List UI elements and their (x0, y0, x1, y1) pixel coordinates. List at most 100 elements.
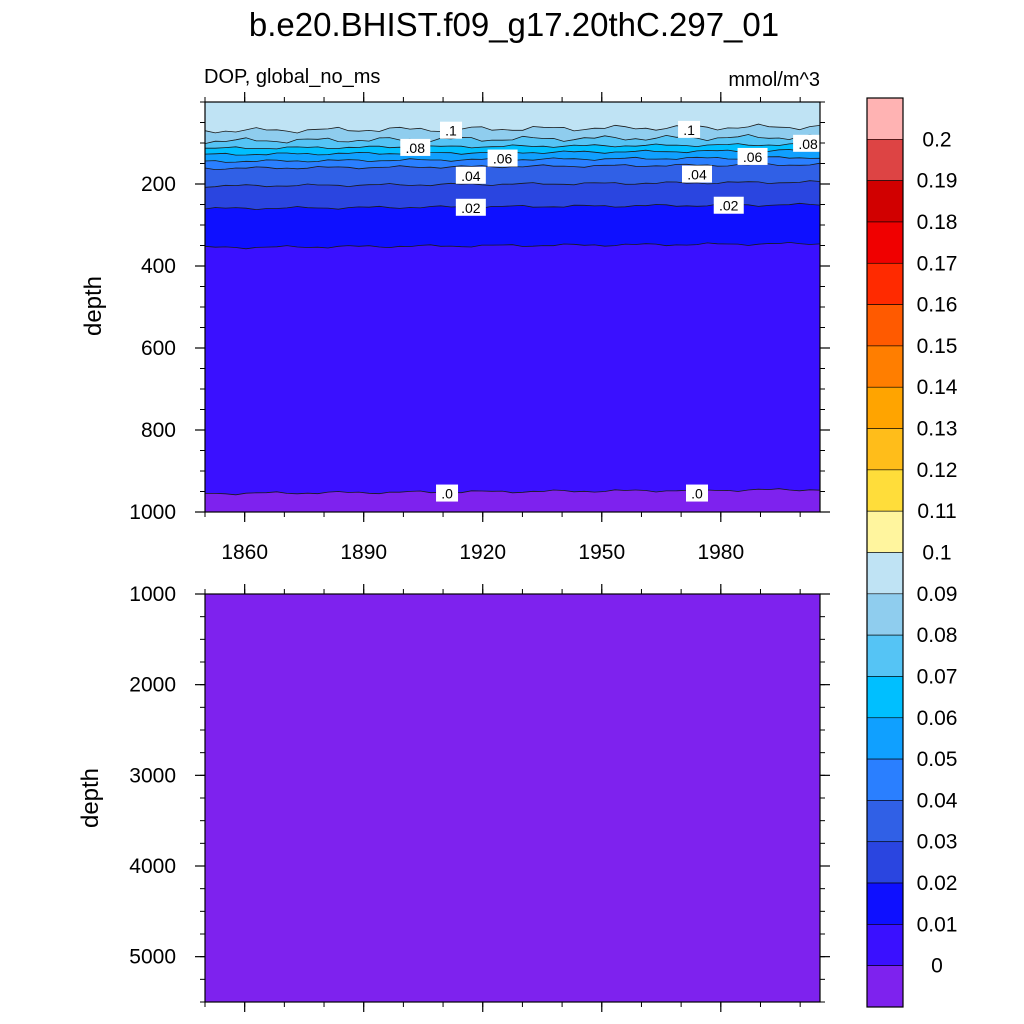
contour-label: .1 (440, 121, 462, 139)
colorbar-label: 0.13 (917, 418, 958, 441)
contour-band (205, 203, 820, 249)
colorbar: 0.2 0.19 0.18 0.17 0.16 0.15 0.14 0.13 0.12 0.11 0… (866, 97, 958, 1008)
colorbar-swatch (866, 386, 904, 429)
x-tick-label: 1950 (578, 541, 625, 564)
colorbar-swatch (866, 717, 904, 760)
colorbar-swatch (866, 593, 904, 636)
svg-text:.1: .1 (683, 122, 695, 138)
y-tick-label: 800 (141, 419, 176, 442)
svg-text:.0: .0 (691, 486, 703, 502)
colorbar-swatch (866, 139, 904, 181)
colorbar-label: 0.17 (917, 252, 958, 275)
contour-band (205, 180, 820, 210)
y-tick-label: 2000 (129, 674, 176, 697)
contour-band (205, 488, 820, 512)
contour-band (205, 124, 820, 144)
colorbar-swatch (866, 758, 904, 801)
svg-text:.02: .02 (461, 200, 481, 216)
contour-line (205, 142, 821, 150)
colorbar-swatch (866, 469, 904, 512)
svg-text:.06: .06 (493, 151, 513, 167)
contour-label: .02 (455, 198, 486, 216)
chart-title: b.e20.BHIST.f09_g17.20thC.297_01 (249, 6, 779, 43)
contour-label: .04 (455, 166, 486, 184)
colorbar-swatch (866, 510, 904, 553)
bottom-panel-axes: 1000 2000 3000 4000 5000 (129, 583, 830, 1012)
x-tick-label: 1980 (697, 541, 744, 564)
colorbar-label: 0.19 (917, 170, 958, 193)
y-tick-label: 4000 (129, 855, 176, 878)
colorbar-swatch (866, 304, 904, 347)
colorbar-swatch (866, 841, 904, 884)
y-axis-label-top: depth (80, 276, 107, 336)
colorbar-swatch (866, 345, 904, 388)
svg-text:.08: .08 (406, 140, 426, 156)
colorbar-swatch (866, 800, 904, 843)
svg-text:.0: .0 (441, 486, 453, 502)
contour-band (205, 242, 820, 495)
contour-band (205, 163, 820, 188)
contour-label: .08 (793, 134, 824, 152)
contour-band (205, 102, 820, 133)
subtitle-left: DOP, global_no_ms (204, 66, 380, 88)
contour-band (205, 134, 820, 149)
contour-line (204, 134, 821, 144)
colorbar-swatch (866, 180, 904, 223)
svg-text:.04: .04 (687, 167, 707, 183)
colorbar-label: 0.05 (917, 748, 958, 771)
contour-label: .02 (713, 196, 744, 214)
y-axis-label-bottom: depth (77, 768, 104, 828)
colorbar-label: 0.09 (917, 583, 958, 606)
svg-text:.06: .06 (743, 149, 763, 165)
colorbar-swatch (866, 428, 904, 471)
svg-text:.02: .02 (719, 198, 739, 214)
colorbar-swatch (866, 676, 904, 719)
colorbar-label: 0.1 (922, 542, 951, 565)
x-tick-label: 1860 (221, 541, 268, 564)
colorbar-swatch (866, 221, 904, 264)
contour-label: .1 (678, 120, 701, 138)
colorbar-label: 0.08 (917, 624, 958, 647)
colorbar-label: 0.12 (917, 459, 958, 482)
contour-line (204, 180, 821, 188)
svg-text:.08: .08 (798, 136, 818, 152)
y-tick-label: 5000 (129, 946, 176, 969)
y-tick-label: 1000 (129, 501, 176, 524)
x-tick-label: 1890 (340, 541, 387, 564)
colorbar-swatch (866, 97, 904, 140)
colorbar-label: 0.16 (917, 294, 958, 317)
y-tick-label: 600 (141, 337, 176, 360)
colorbar-swatch (866, 882, 904, 925)
colorbar-swatch (866, 965, 904, 1008)
y-tick-label: 1000 (129, 583, 176, 606)
deep-ocean-field (205, 594, 820, 1002)
bottom-panel (205, 594, 820, 1002)
svg-text:.04: .04 (461, 168, 481, 184)
colorbar-label: 0.07 (917, 665, 958, 688)
y-tick-label: 3000 (129, 764, 176, 787)
contour-line (204, 241, 821, 250)
contour-label: .0 (686, 484, 708, 502)
colorbar-label: 0.11 (917, 500, 956, 523)
y-tick-label: 400 (141, 255, 176, 278)
colorbar-label: 0.02 (917, 872, 958, 895)
colorbar-label: 0.2 (922, 128, 951, 151)
contour-label: .06 (737, 147, 768, 165)
svg-text:.1: .1 (445, 123, 457, 139)
colorbar-swatch (866, 634, 904, 677)
colorbar-label: 0.04 (917, 789, 958, 812)
colorbar-label: 0.14 (917, 376, 958, 399)
colorbar-label: 0.18 (917, 211, 958, 234)
contour-line (204, 162, 821, 171)
contour-label: .06 (487, 149, 518, 167)
units-label: mmol/m^3 (728, 69, 820, 91)
contour-line (205, 488, 821, 496)
colorbar-label: 0.15 (917, 335, 958, 358)
colorbar-label: 0.03 (917, 831, 958, 854)
colorbar-swatch (866, 262, 904, 305)
contour-label: .08 (400, 138, 431, 156)
top-panel: .1 .1 .08 .08 .06 .06 .04 .04 .02 .02 .0 .0 (204, 102, 824, 512)
colorbar-label: 0 (931, 955, 943, 978)
colorbar-swatch (866, 924, 904, 966)
